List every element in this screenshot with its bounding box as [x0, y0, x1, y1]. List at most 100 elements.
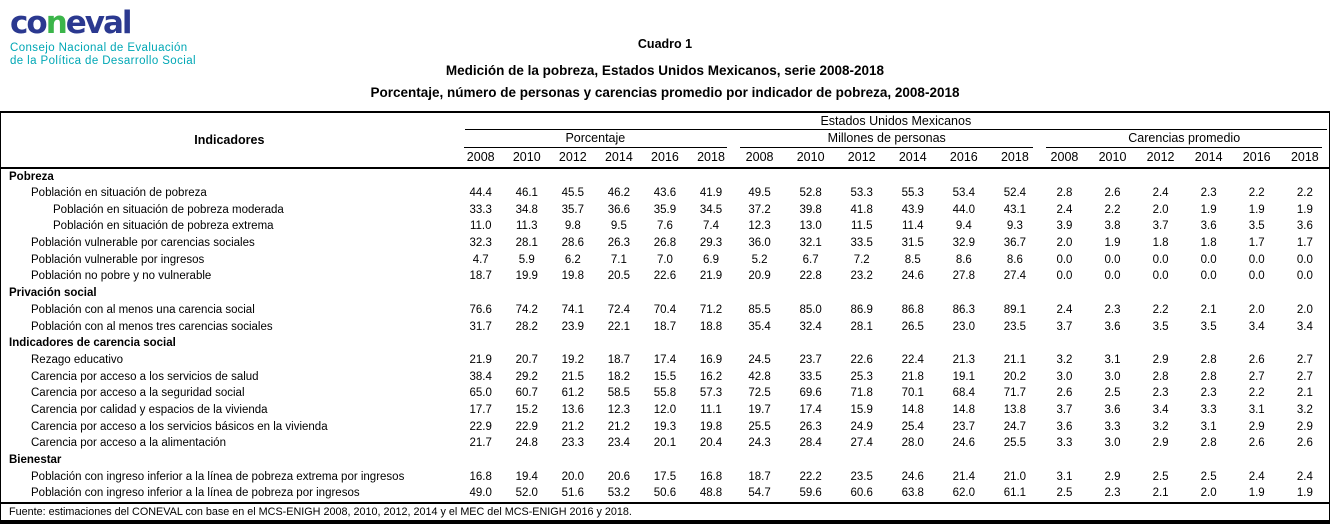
value-cell: 2.4 — [1056, 303, 1073, 316]
value-cell: 0.0 — [1056, 253, 1073, 266]
value-cell: 85.5 — [748, 303, 771, 316]
value-cell: 3.6 — [1056, 420, 1073, 433]
value-cell: 48.8 — [699, 487, 723, 500]
value-cell: 86.3 — [952, 303, 976, 316]
group-header-porcentaje-cell: Porcentaje — [458, 130, 734, 148]
year-column-header: 2016 — [641, 148, 688, 169]
value-cell: 61.2 — [561, 387, 585, 400]
value-cell: 28.4 — [799, 437, 822, 450]
value-cell: 6.7 — [802, 253, 819, 266]
year-column-header: 2008 — [457, 148, 504, 169]
value-cell: 49.0 — [469, 487, 492, 500]
value-cell: 3.2 — [1152, 420, 1169, 433]
value-cell: 44.0 — [952, 203, 976, 216]
poverty-table: Indicadores Estados Unidos Mexicanos Por… — [1, 113, 1329, 502]
value-cell: 18.2 — [607, 370, 631, 383]
value-cell: 9.4 — [955, 220, 972, 233]
value-cell: 51.6 — [561, 487, 585, 500]
value-cell: 35.4 — [748, 320, 771, 333]
logo-tagline-line1: Consejo Nacional de Evaluación — [10, 42, 188, 54]
value-cell: 2.2 — [1152, 303, 1169, 316]
value-cell: 2.5 — [1056, 487, 1073, 500]
value-cell: 2.3 — [1200, 387, 1217, 400]
value-cell: 43.6 — [653, 187, 677, 200]
section-title: Bienestar — [9, 454, 62, 467]
value-cell: 2.8 — [1200, 370, 1217, 383]
value-cell: 2.3 — [1104, 487, 1121, 500]
value-cell: 3.0 — [1056, 370, 1073, 383]
value-cell: 7.2 — [853, 253, 870, 266]
value-cell: 3.4 — [1248, 320, 1265, 333]
value-cell: 2.6 — [1104, 187, 1121, 200]
table-number-title: Cuadro 1 — [637, 37, 693, 51]
value-cell: 25.5 — [748, 420, 771, 433]
table-row: Rezago educativo 21.9 20.7 19.2 18.7 17.4 16.9… — [1, 352, 1329, 369]
value-cell: 46.2 — [607, 187, 631, 200]
wordmark-prefix: co — [10, 5, 48, 41]
value-cell: 2.4 — [1152, 187, 1169, 200]
value-cell: 1.9 — [1200, 203, 1217, 216]
value-cell: 0.0 — [1104, 253, 1121, 266]
value-cell: 37.2 — [748, 203, 771, 216]
value-cell: 2.8 — [1200, 437, 1217, 450]
value-cell: 19.3 — [653, 420, 677, 433]
value-cell: 12.3 — [748, 220, 771, 233]
value-cell: 19.7 — [748, 403, 771, 416]
value-cell: 49.5 — [748, 187, 771, 200]
value-cell: 3.6 — [1200, 220, 1217, 233]
value-cell: 1.9 — [1296, 487, 1313, 500]
value-cell: 13.8 — [1003, 403, 1027, 416]
value-cell: 3.6 — [1296, 220, 1313, 233]
value-cell: 58.5 — [607, 387, 631, 400]
value-cell: 0.0 — [1152, 253, 1169, 266]
value-cell: 22.6 — [850, 353, 873, 366]
value-cell: 25.3 — [850, 370, 873, 383]
value-cell: 74.1 — [561, 303, 585, 316]
value-cell: 33.3 — [469, 203, 492, 216]
value-cell: 1.9 — [1104, 237, 1121, 250]
value-cell: 13.0 — [799, 220, 822, 233]
year-column-header: 2016 — [938, 148, 990, 169]
value-cell: 23.9 — [561, 320, 585, 333]
value-cell: 28.1 — [850, 320, 873, 333]
value-cell: 2.5 — [1104, 387, 1121, 400]
value-cell: 2.3 — [1152, 387, 1169, 400]
section-title: Indicadores de carencia social — [9, 337, 176, 350]
table-row: Población con al menos una carencia soci… — [1, 302, 1329, 319]
year-column-header: 2014 — [1184, 148, 1233, 169]
value-cell: 16.9 — [699, 353, 723, 366]
value-cell: 29.2 — [515, 370, 538, 383]
value-cell: 2.0 — [1296, 303, 1313, 316]
value-cell: 23.4 — [607, 437, 631, 450]
row-label: Población en situación de pobreza extrem… — [53, 220, 274, 233]
value-cell: 28.1 — [515, 237, 538, 250]
value-cell: 18.7 — [748, 470, 771, 483]
value-cell: 69.6 — [799, 387, 822, 400]
value-cell: 3.0 — [1104, 437, 1121, 450]
value-cell: 53.3 — [850, 187, 873, 200]
value-cell: 72.4 — [607, 303, 631, 316]
value-cell: 46.1 — [515, 187, 538, 200]
value-cell: 3.2 — [1056, 353, 1073, 366]
value-cell: 2.5 — [1200, 470, 1217, 483]
value-cell: 26.5 — [901, 320, 924, 333]
value-cell: 28.6 — [561, 237, 585, 250]
value-cell: 26.3 — [799, 420, 822, 433]
value-cell: 9.5 — [610, 220, 627, 233]
row-label: Rezago educativo — [31, 353, 124, 366]
country-header: Estados Unidos Mexicanos — [464, 114, 1327, 130]
year-column-header: 2018 — [687, 148, 735, 169]
value-cell: 23.0 — [952, 320, 976, 333]
year-column-header: 2016 — [1232, 148, 1281, 169]
value-cell: 26.8 — [653, 237, 677, 250]
value-cell: 12.3 — [607, 403, 631, 416]
value-cell: 0.0 — [1248, 270, 1265, 283]
table-body: Pobreza Población en situación de pobreza… — [1, 168, 1329, 502]
value-cell: 2.4 — [1056, 203, 1073, 216]
value-cell: 3.6 — [1104, 403, 1121, 416]
value-cell: 3.9 — [1056, 220, 1073, 233]
value-cell: 2.8 — [1152, 370, 1169, 383]
value-cell: 55.3 — [901, 187, 924, 200]
value-cell: 2.9 — [1104, 470, 1121, 483]
value-cell: 2.6 — [1296, 437, 1313, 450]
